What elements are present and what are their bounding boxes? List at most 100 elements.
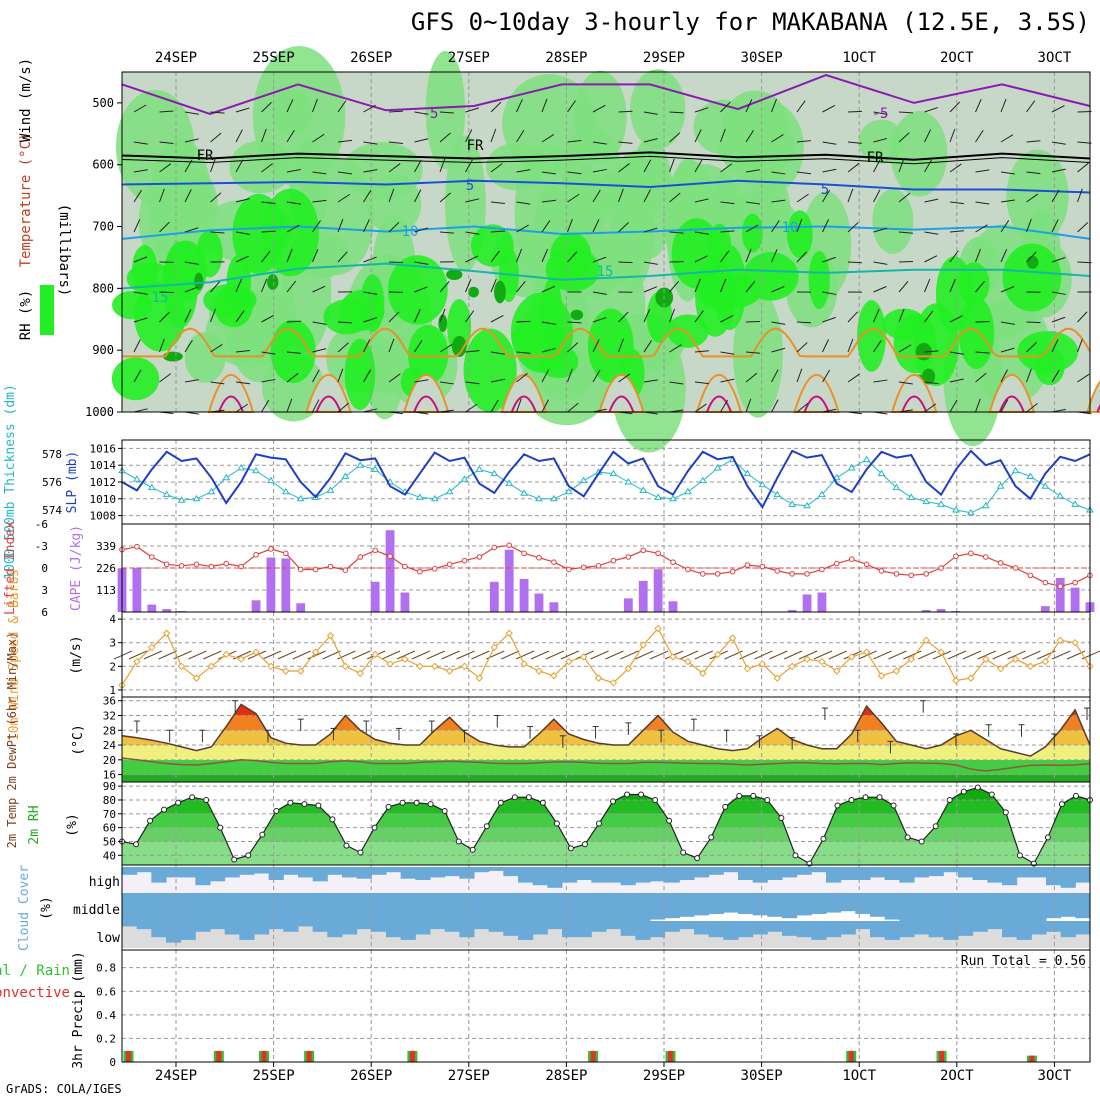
wind-barb [1051,189,1060,203]
wind-barb [490,230,506,233]
temp-contour-25 [706,395,732,413]
wind-barb [516,201,531,205]
cloud-high-bar [415,867,431,880]
cape-bar [921,610,931,612]
rh-line-point [161,806,168,813]
temperature-band [122,774,1090,782]
wind-barb [363,256,377,263]
wind-barb [822,256,836,263]
lifted-index-point [536,554,542,561]
y-tick-label: 20 [103,754,116,767]
wind-barb [567,171,582,175]
temp-contour-25 [608,395,635,413]
cloud-middle-bar [767,893,783,917]
cloud-high-bar [855,867,871,880]
cloud-low-bar [430,921,446,930]
y-tick-label: 50 [103,835,116,848]
wind-barb [720,315,734,323]
lifted-index-point [848,556,855,563]
wind-barb [439,308,446,323]
wind-barb [745,280,756,293]
lifted-index-point [819,566,825,573]
y-tick-label: 28 [103,724,116,737]
cloud-high-bar [752,867,768,883]
y-tick-label: 0.4 [96,1009,116,1022]
legend-wind: Wind (m/s) [18,58,34,142]
wind-barb [924,255,938,263]
cape-axis-label: CAPE (J/kg) [69,525,84,611]
y-tick-label: 24 [103,739,117,752]
cloud-middle-bar [914,893,930,921]
cloud-low-bar [415,921,431,935]
cloud-high-bar [870,867,886,878]
cloud-low-bar [532,921,548,935]
rh-shade-region [446,269,463,280]
wind-barb [949,128,956,143]
wind-barb [975,398,981,413]
wind-barb [694,403,707,413]
wind-barb [1051,339,1059,353]
wind-barb [516,169,531,173]
wind-barb [771,134,784,143]
rh-line-point [329,816,336,823]
rh-shade-region [132,245,158,293]
top-date-label: 2OCT [940,50,974,66]
wind-barb [720,101,731,113]
wind-barb [286,248,293,263]
cloud-low-bar [488,921,504,932]
wind-barb [898,132,910,143]
wind-barb-10m [1066,650,1086,660]
wind-barb [873,137,888,143]
wind-barb [1077,311,1088,323]
wind-barb [669,111,684,114]
y-tick-label: 2 [109,660,116,673]
wind-barb [133,189,142,203]
wind-barb [1026,100,1036,113]
lifted-index-point [253,552,259,558]
wind10m-line-point [713,650,722,659]
wind-barb-10m [203,650,222,660]
rh-band [122,841,1090,865]
wind-barb [261,314,275,323]
rh-shade-region [808,251,830,309]
wind10m-line-point [1041,657,1050,666]
wind-barb [465,278,472,293]
wind-barb [465,350,480,353]
cloud-unit-label: (%) [39,896,54,919]
wind-barb [745,248,752,263]
top-date-label: 1OCT [842,50,876,66]
cloud-low-bar [767,921,783,932]
wind-barb [261,201,276,204]
cloud-middle-bar [576,893,592,921]
rh-shade-region [494,280,506,304]
contour-label: -5 [872,106,889,122]
precip-convective-bar [125,1050,131,1062]
li-tick-label: 3 [41,584,48,597]
wind-barb [261,101,272,113]
cape-bar [370,581,380,612]
cloud-middle-bar [708,893,724,914]
wind-barb [669,308,676,323]
wind-barb [796,218,803,233]
wind-barb [184,309,192,323]
rh-line-point [820,835,827,842]
cloud-high-bar [782,867,798,878]
cloud-low-bar [210,921,226,930]
cloud-high-bar [210,867,226,882]
wind-barb [592,104,606,113]
wind-barb [388,188,395,203]
cloud-high-bar [430,867,446,878]
wind-barb [1051,168,1066,173]
wind-barb [567,368,573,383]
wind-barb [1077,141,1092,144]
thickness-line-point [326,486,335,493]
cloud-low-bar [1016,921,1032,940]
wind-barb-10m [277,650,297,660]
y-tick-label: 900 [92,343,114,357]
cloud-middle-bar [180,893,196,921]
wind-barb [541,248,549,263]
lifted-index-point [1042,579,1049,586]
rh-line-point [595,820,602,827]
bottom-date-label: 25SEP [253,1068,295,1084]
wind-barb [720,399,729,413]
